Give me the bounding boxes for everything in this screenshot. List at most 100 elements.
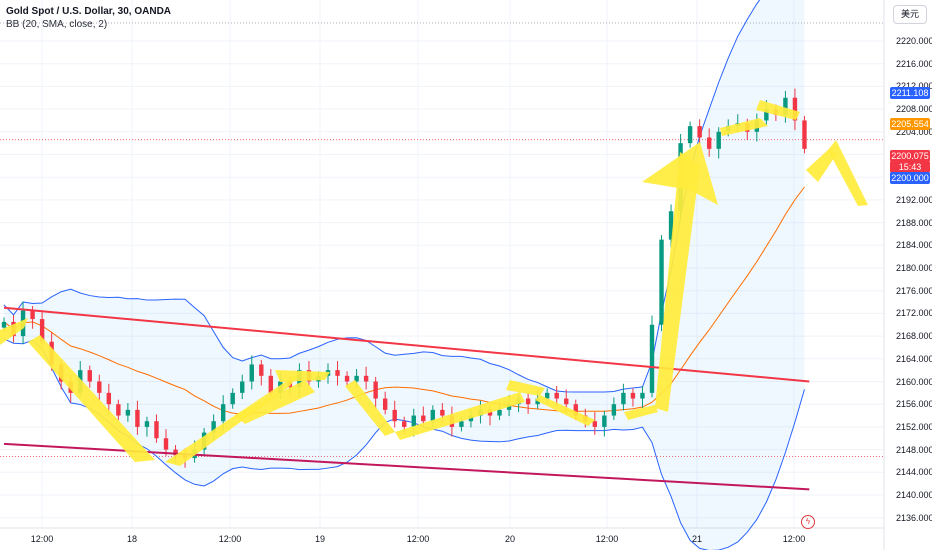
price-tick: 2148.000 xyxy=(896,444,932,455)
candle-body xyxy=(268,375,274,393)
yellow-arrow xyxy=(506,380,545,396)
time-tick: 12:00 xyxy=(782,534,806,544)
candle-body xyxy=(97,381,102,393)
candle-body xyxy=(421,415,426,422)
price-tick: 2220.000 xyxy=(896,36,932,46)
candle-body xyxy=(249,364,254,382)
candle-body xyxy=(497,409,502,416)
yellow-arrow xyxy=(535,395,595,426)
candle-body xyxy=(1,321,7,328)
candle-body xyxy=(697,126,702,138)
candle-body xyxy=(259,364,264,376)
candle-body xyxy=(802,120,807,149)
candle-body xyxy=(459,421,464,427)
candle-body xyxy=(611,404,617,416)
candle-body xyxy=(716,131,721,149)
candle-body xyxy=(592,421,598,427)
candle-body xyxy=(30,310,35,320)
time-tick: 12:00 xyxy=(406,534,430,544)
yellow-arrow xyxy=(806,148,836,182)
candle-body xyxy=(106,392,112,405)
chart-header: Gold Spot / U.S. Dollar, 30, OANDA BB (2… xyxy=(6,5,171,31)
yellow-arrow xyxy=(756,100,800,120)
candle-body xyxy=(354,375,359,382)
price-tick: 2156.000 xyxy=(896,399,932,410)
symbol-title[interactable]: Gold Spot / U.S. Dollar, 30, OANDA xyxy=(6,6,172,17)
candle-body xyxy=(764,109,769,121)
price-tick: 2188.000 xyxy=(896,217,932,228)
price-tick: 2152.000 xyxy=(896,421,932,432)
candle-body xyxy=(39,319,45,342)
candle-body xyxy=(344,375,350,382)
candle-body xyxy=(573,404,578,416)
candle-body xyxy=(535,398,540,405)
candle-body xyxy=(544,392,550,399)
lightning-icon[interactable]: ϟ xyxy=(801,515,815,529)
candle-body xyxy=(382,398,388,410)
time-tick: 12:00 xyxy=(30,534,54,544)
price-tick: 2164.000 xyxy=(896,353,932,364)
candle-body xyxy=(668,211,674,240)
candle-body xyxy=(211,421,216,433)
time-tick: 19 xyxy=(314,534,326,544)
price-tick: 2144.000 xyxy=(896,467,932,478)
price-tick: 2216.000 xyxy=(896,58,932,69)
candle-body xyxy=(402,421,407,427)
price-tick: 2172.000 xyxy=(896,308,932,319)
time-tick: 21 xyxy=(691,534,703,544)
candle-body xyxy=(621,392,626,405)
trendline xyxy=(3,306,810,383)
time-tick: 20 xyxy=(504,534,516,544)
yellow-arrow xyxy=(235,380,315,424)
candle-body xyxy=(220,404,226,422)
yellow-arrow xyxy=(655,152,700,412)
yellow-arrow xyxy=(165,372,300,466)
price-tick: 2140.000 xyxy=(896,490,932,500)
candle-body xyxy=(554,392,559,399)
candle-body xyxy=(659,239,664,325)
price-tick: 2192.000 xyxy=(896,194,932,205)
time-tick: 12:00 xyxy=(595,534,619,544)
candle-body xyxy=(506,404,512,410)
price-tick: 2136.000 xyxy=(896,512,932,523)
candle-body xyxy=(230,392,235,405)
candle-body xyxy=(649,324,655,393)
indicator-legend[interactable]: BB (20, SMA, close, 2) xyxy=(6,19,108,30)
candle-body xyxy=(135,409,140,427)
candle-body xyxy=(373,381,378,399)
candle-body xyxy=(173,449,178,456)
candle-body xyxy=(564,398,569,405)
candle-body xyxy=(411,415,416,427)
candle-body xyxy=(363,375,369,382)
price-tick: 2212.000 xyxy=(896,81,932,92)
yellow-arrow xyxy=(720,118,768,136)
candle-body xyxy=(487,409,493,416)
yellow-arrow xyxy=(642,142,718,205)
price-tick: 2208.000 xyxy=(896,104,932,115)
price-tick: 2168.000 xyxy=(896,331,932,342)
yellow-arrow xyxy=(624,405,658,420)
yellow-arrow xyxy=(345,380,395,436)
price-tick: 2160.000 xyxy=(896,376,932,387)
candle-body xyxy=(706,137,712,149)
yellow-arrow xyxy=(28,335,155,462)
price-tick: 2184.000 xyxy=(896,240,932,251)
time-tick: 12:00 xyxy=(218,534,242,544)
yellow-arrow xyxy=(0,318,28,345)
candle-body xyxy=(87,370,92,382)
candle-body xyxy=(792,97,798,121)
candle-body xyxy=(602,415,607,427)
price-label: 2205.554 xyxy=(890,118,930,130)
price-tick: 2176.000 xyxy=(896,285,932,296)
price-label: 2200.000 xyxy=(890,172,930,184)
yellow-arrow xyxy=(275,370,330,382)
candle-body xyxy=(440,409,445,416)
yellow-arrow xyxy=(395,392,525,440)
candle-body xyxy=(783,97,788,115)
price-label: 15:43 xyxy=(890,161,930,173)
yellow-arrows xyxy=(0,100,868,466)
candle-body xyxy=(154,421,159,439)
candle-body xyxy=(335,370,340,376)
currency-button[interactable]: 美元 xyxy=(893,5,927,24)
